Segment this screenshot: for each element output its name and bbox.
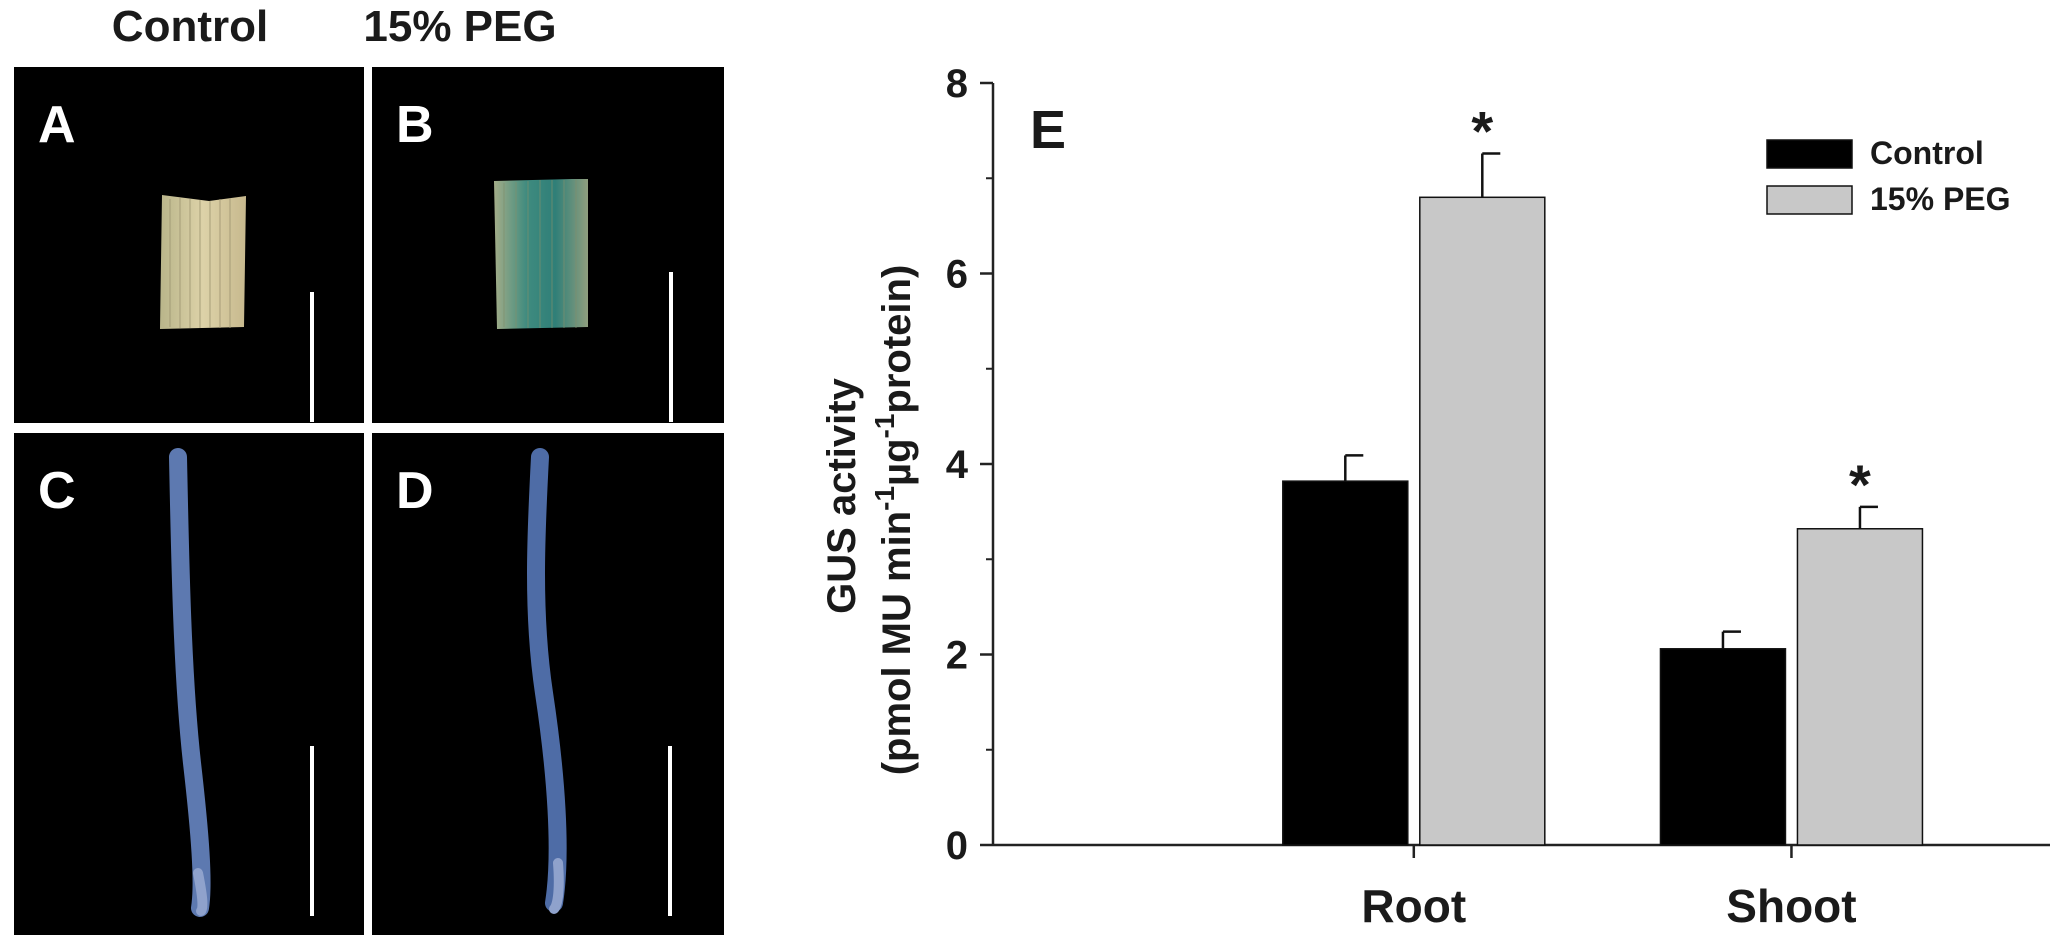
y-unit-part: (pmol MU min	[875, 511, 919, 775]
scale-bar	[310, 292, 314, 422]
chart-legend: Control 15% PEG	[1766, 135, 2011, 217]
scale-bar	[310, 746, 314, 916]
y-tick-label: 2	[946, 634, 968, 678]
y-tick-label: 0	[946, 824, 968, 868]
y-unit-part: µg	[875, 438, 919, 485]
y-tick-label: 4	[946, 443, 969, 487]
photo-panel-a: A	[14, 67, 364, 423]
scale-bar	[668, 746, 672, 916]
chart-bars: **	[1282, 99, 1924, 846]
scale-bar	[669, 272, 673, 422]
legend-label: Control	[1870, 135, 1984, 171]
column-header-control: Control	[111, 2, 269, 51]
leaf-segment-image	[160, 195, 246, 329]
y-unit-part: protein)	[875, 265, 919, 414]
root-image	[169, 448, 211, 917]
photo-panel-b: B	[372, 67, 724, 423]
panel-letter-c: C	[38, 462, 76, 520]
bar	[1659, 648, 1787, 846]
y-axis-unit-label: (pmol MU min-1µg-1protein)	[869, 265, 919, 776]
photo-panel-d: D	[372, 433, 724, 935]
significance-marker: *	[1849, 453, 1871, 516]
legend-swatch	[1766, 139, 1853, 169]
bar	[1282, 480, 1409, 846]
photo-panel-c: C	[14, 433, 364, 935]
y-axis-title: GUS activity	[820, 377, 864, 613]
panel-letter-a: A	[38, 96, 76, 154]
leaf-segment-image	[494, 179, 588, 329]
y-unit-exponent: -1	[869, 414, 900, 439]
legend-swatch	[1766, 185, 1853, 215]
panel-letter-b: B	[396, 96, 434, 154]
panel-letter-d: D	[396, 462, 434, 520]
y-tick-label: 8	[946, 62, 968, 106]
legend-label: 15% PEG	[1870, 181, 2011, 217]
column-header-peg: 15% PEG	[363, 2, 557, 51]
y-tick-label: 6	[946, 253, 968, 297]
y-unit-exponent: -1	[869, 486, 900, 511]
root-image	[527, 448, 567, 914]
bar	[1419, 196, 1546, 846]
significance-marker: *	[1471, 99, 1493, 162]
bar	[1796, 528, 1924, 846]
x-tick-label: Shoot	[1726, 880, 1856, 932]
x-tick-label: Root	[1361, 880, 1466, 932]
panel-letter-e: E	[1030, 100, 1066, 160]
